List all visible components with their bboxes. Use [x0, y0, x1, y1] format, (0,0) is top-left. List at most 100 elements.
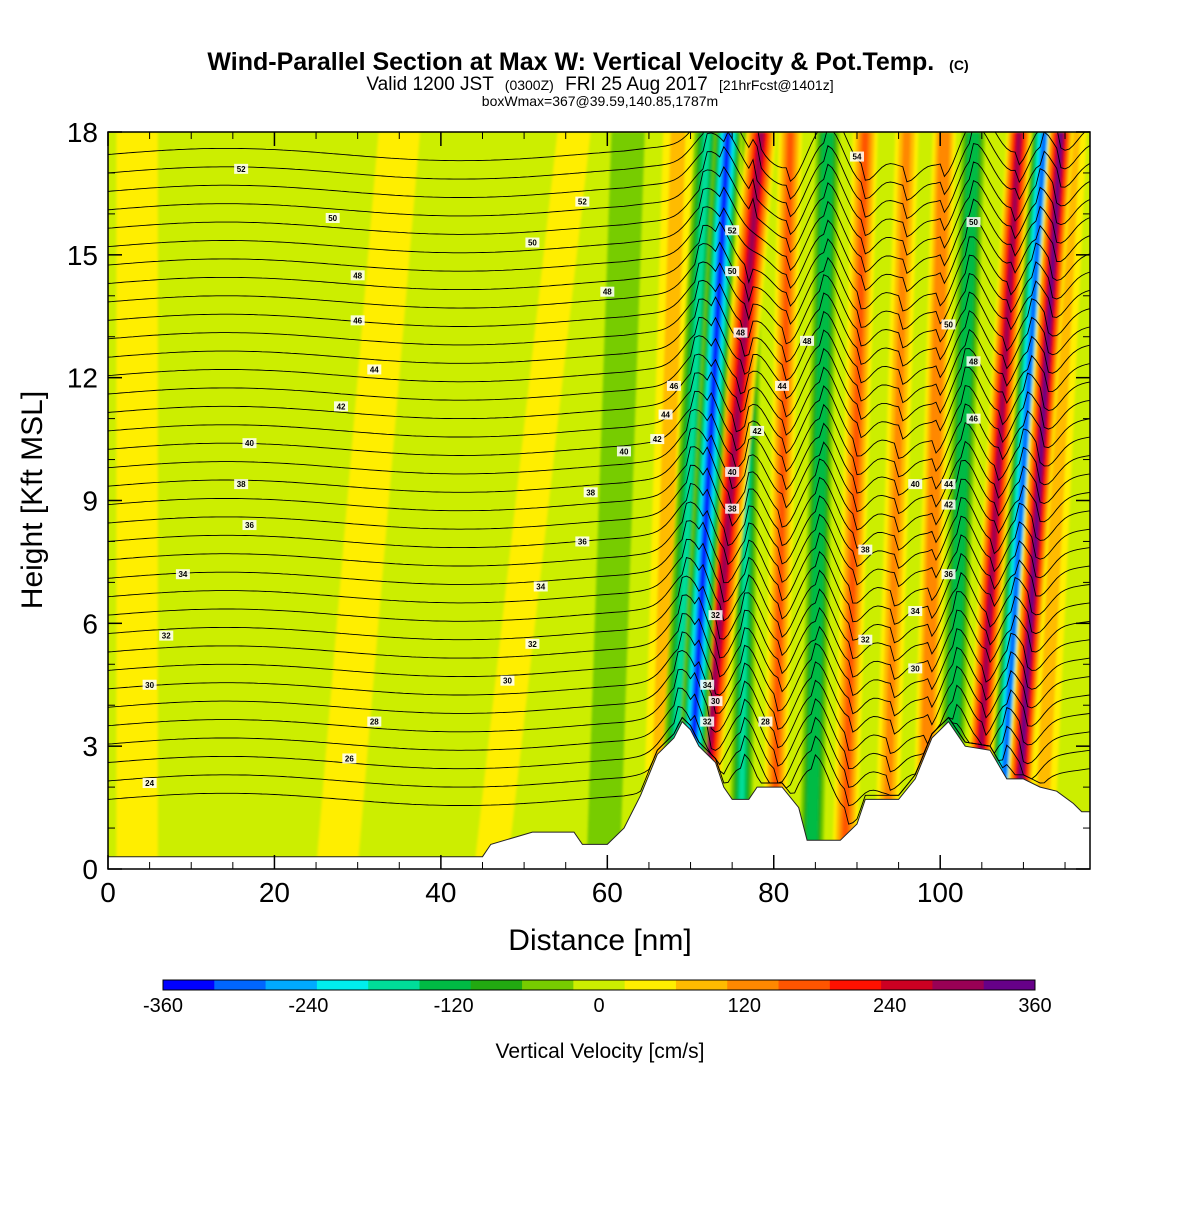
contour-label-43: 48 [966, 356, 981, 367]
svg-text:32: 32 [162, 632, 171, 641]
contour-label-28: 50 [725, 266, 740, 277]
contour-label-18: 32 [525, 638, 540, 649]
contour-label-1: 50 [325, 212, 340, 223]
svg-text:30: 30 [145, 681, 154, 690]
contour-label-33: 40 [725, 466, 740, 477]
contour-label-21: 28 [367, 716, 382, 727]
theta-contour-24 [108, 296, 1090, 385]
y-tick-label: 12 [67, 363, 98, 394]
colorbar-frame [162, 979, 1036, 991]
velocity-band-0-level-8 [684, 132, 730, 869]
contour-label-23: 24 [142, 778, 157, 789]
colorbar-tick-label: -240 [288, 995, 328, 1017]
contour-label-49: 36 [941, 569, 956, 580]
svg-text:30: 30 [711, 697, 720, 706]
svg-text:40: 40 [245, 439, 254, 448]
svg-text:36: 36 [944, 570, 953, 579]
y-tick-label: 3 [82, 731, 98, 762]
contour-label-38: 32 [700, 716, 715, 727]
theta-contour-34 [108, 132, 1090, 201]
colorbar-tick-label: 240 [873, 995, 906, 1017]
contour-label-44: 46 [966, 413, 981, 424]
contour-label-35: 32 [708, 610, 723, 621]
colorbar-tick-label: -360 [143, 995, 183, 1017]
contour-label-10: 40 [616, 446, 631, 457]
y-axis-label: Height [Kft MSL] [16, 391, 49, 609]
colorbar-swatch-12 [778, 980, 831, 990]
theta-contour-3 [108, 687, 1090, 773]
contour-label-50: 34 [908, 606, 923, 617]
svg-text:42: 42 [653, 435, 662, 444]
svg-text:36: 36 [245, 521, 254, 530]
velocity-band-7-level-4 [841, 132, 869, 869]
svg-text:Wind-Parallel Section at Max W: Wind-Parallel Section at Max W: Vertical… [207, 48, 968, 76]
svg-text:30: 30 [911, 664, 920, 673]
x-tick-label: 0 [100, 877, 116, 908]
contour-label-17: 32 [159, 630, 174, 641]
contour-label-9: 40 [242, 438, 257, 449]
svg-text:24: 24 [145, 779, 154, 788]
subtitle-valid: Valid 1200 JST [366, 74, 494, 95]
vertical-velocity-field [116, 132, 1087, 869]
svg-text:42: 42 [944, 501, 953, 510]
theta-contour-28 [108, 221, 1090, 312]
x-tick-label: 60 [592, 877, 623, 908]
svg-text:40: 40 [728, 468, 737, 477]
contour-label-22: 26 [342, 753, 357, 764]
theta-contour-32 [108, 145, 1090, 238]
contour-label-27: 52 [725, 225, 740, 236]
velocity-band-11-level-7 [971, 132, 1022, 869]
contour-label-34: 38 [725, 503, 740, 514]
contour-label-32: 42 [750, 425, 765, 436]
y-tick-label: 15 [67, 240, 98, 271]
plot-area: 52 50 50 52 48 48 46 44 42 40 40 38 38 36 36 34 34 32 32 30… [108, 132, 1090, 869]
theta-contour-30 [108, 186, 1090, 275]
svg-text:34: 34 [911, 607, 920, 616]
contour-label-8: 42 [334, 401, 349, 412]
contour-label-52: 30 [908, 663, 923, 674]
subtitle-utc: (0300Z) [505, 77, 554, 93]
contour-label-3: 52 [575, 196, 590, 207]
svg-text:44: 44 [778, 382, 787, 391]
theta-contour-16 [108, 446, 1090, 533]
colorbar-swatch-7 [522, 980, 574, 990]
theta-contour-29 [108, 206, 1090, 293]
colorbar-swatch-1 [214, 980, 267, 990]
svg-text:46: 46 [969, 415, 978, 424]
chart-title-mark: (C) [949, 57, 968, 73]
colorbar-swatch-15 [932, 980, 985, 990]
contour-label-20: 30 [500, 675, 515, 686]
contour-label-11: 38 [234, 479, 249, 490]
svg-text:44: 44 [944, 480, 953, 489]
svg-text:Valid 1200 JST (0300Z): Valid 1200 JST (0300Z) FRI 25 Aug 2017 [… [366, 74, 833, 95]
svg-text:34: 34 [703, 681, 712, 690]
contour-label-51: 32 [858, 634, 873, 645]
theta-contour-23 [108, 316, 1090, 404]
contour-label-15: 34 [175, 569, 190, 580]
colorbar-tick-label: -120 [434, 995, 474, 1017]
theta-contour-14 [108, 482, 1090, 570]
svg-text:50: 50 [969, 218, 978, 227]
theta-contour-10 [108, 557, 1090, 644]
theta-contour-labels: 52 50 50 52 48 48 46 44 42 40 40 38 38 36 36 34 34 32 32 30… [142, 151, 981, 789]
x-tick-label: 100 [917, 877, 964, 908]
theta-contour-6 [108, 631, 1090, 717]
colorbar-swatch-13 [829, 980, 882, 990]
contour-label-0: 52 [234, 163, 249, 174]
contour-label-14: 36 [575, 536, 590, 547]
velocity-band-12-level-7 [996, 132, 1047, 869]
svg-text:32: 32 [528, 640, 537, 649]
svg-text:38: 38 [237, 480, 246, 489]
colorbar: -360 -240 -120 0 120 240 360 [143, 979, 1052, 1017]
svg-text:34: 34 [536, 582, 545, 591]
theta-contour-27 [108, 241, 1090, 330]
colorbar-swatch-16 [983, 980, 1036, 990]
svg-text:34: 34 [178, 570, 187, 579]
colorbar-swatch-10 [675, 980, 728, 990]
svg-text:44: 44 [661, 411, 670, 420]
contour-label-45: 40 [908, 479, 923, 490]
chart-title: Wind-Parallel Section at Max W: Vertical… [207, 48, 934, 76]
colorbar-tick-label: 0 [593, 995, 604, 1017]
svg-text:52: 52 [237, 165, 246, 174]
